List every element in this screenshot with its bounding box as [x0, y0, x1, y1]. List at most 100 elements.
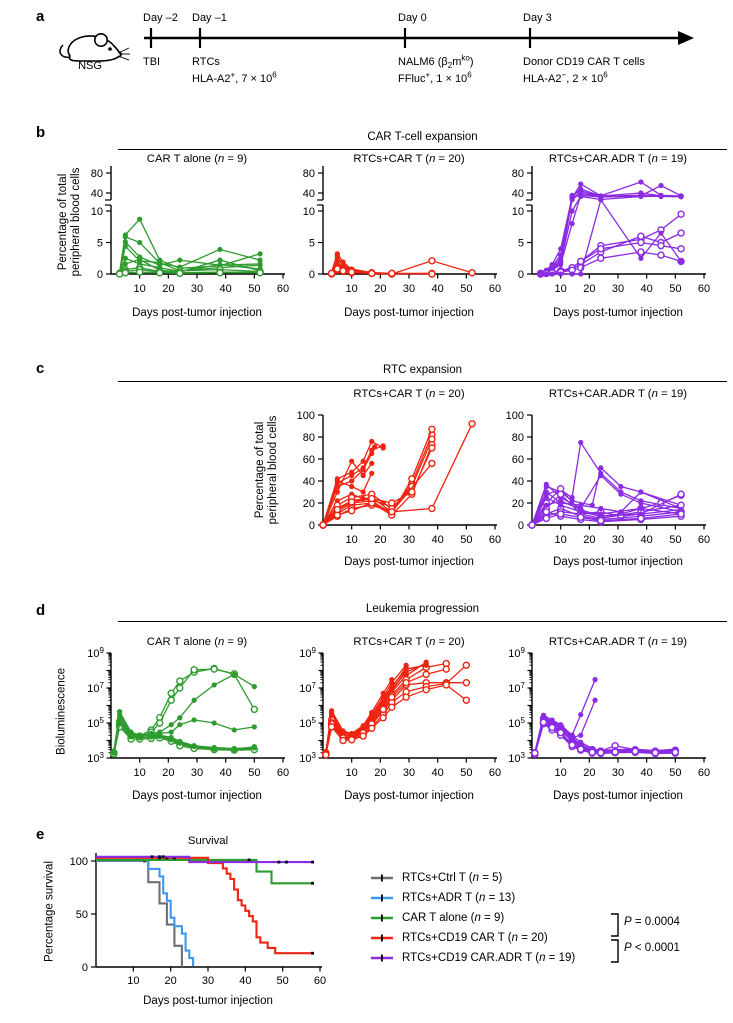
svg-text:20: 20 — [512, 498, 524, 510]
svg-text:100: 100 — [70, 856, 88, 868]
x-axis-label: Days post-tumor injection — [553, 307, 683, 319]
svg-text:80: 80 — [512, 432, 524, 444]
svg-text:50: 50 — [460, 534, 472, 546]
svg-text:0: 0 — [309, 520, 315, 532]
svg-text:40: 40 — [303, 188, 315, 200]
p-value-1: P = 0.0004 — [624, 916, 680, 928]
legend-item: RTCs+CD19 CAR.ADR T (n = 19) — [370, 948, 575, 968]
data-series — [323, 662, 429, 756]
x-axis-label: Days post-tumor injection — [344, 790, 474, 802]
panel-c-header: RTC expansion — [382, 364, 463, 376]
x-axis-label: Days post-tumor injection — [344, 307, 474, 319]
panel-label-a: a — [36, 8, 45, 25]
data-series — [538, 197, 684, 277]
axis: 10 20 30 40 50 60 0 20 40 60 80 100 — [506, 410, 710, 546]
svg-text:109: 109 — [87, 646, 104, 660]
ylabel-line1: Bioluminescence — [55, 668, 68, 755]
timeline-event-text: HLA-A2−, 2 × 106 — [523, 70, 608, 85]
svg-text:10: 10 — [127, 975, 139, 987]
svg-text:100: 100 — [297, 410, 315, 422]
legend-item: RTCs+Ctrl T (n = 5) — [370, 868, 575, 888]
svg-text:103: 103 — [508, 751, 525, 765]
panel-label-e: e — [36, 826, 45, 843]
svg-text:30: 30 — [612, 283, 624, 295]
svg-text:30: 30 — [612, 767, 624, 779]
plot-title: RTCs+CAR T (n = 20) — [353, 636, 464, 648]
bracket-icon — [611, 913, 619, 937]
bracket-icon — [611, 939, 619, 963]
axis: 10 20 30 40 50 60 40 80 0 5 10 — [512, 166, 710, 295]
svg-text:5: 5 — [309, 238, 315, 250]
svg-text:50: 50 — [277, 975, 289, 987]
axis: 10 20 30 40 50 60 103 105 107 109 — [508, 646, 710, 779]
chart-b1: 10 20 30 40 50 60 40 80 0 5 10 CAR T alone (n = 9) D… — [91, 153, 289, 319]
svg-text:30: 30 — [612, 534, 624, 546]
svg-text:10: 10 — [512, 206, 524, 218]
svg-text:60: 60 — [489, 283, 501, 295]
panel-b-header-rule — [118, 149, 727, 150]
svg-text:5: 5 — [97, 238, 103, 250]
svg-text:105: 105 — [87, 716, 104, 730]
svg-text:105: 105 — [299, 716, 316, 730]
svg-text:20: 20 — [165, 975, 177, 987]
data-series — [323, 662, 409, 755]
axis: 10 20 30 40 50 60 0 50 100 — [70, 853, 326, 987]
svg-text:0: 0 — [97, 269, 103, 281]
svg-text:50: 50 — [460, 283, 472, 295]
svg-text:80: 80 — [303, 432, 315, 444]
x-axis-label: Days post-tumor injection — [132, 307, 262, 319]
svg-text:10: 10 — [346, 767, 358, 779]
plot-title: Survival — [188, 835, 228, 847]
panel-d-header-rule — [118, 621, 727, 622]
svg-text:5: 5 — [518, 238, 524, 250]
legend-item: RTCs+CD19 CAR T (n = 20) — [370, 928, 575, 948]
legend-item: RTCs+ADR T (n = 13) — [370, 888, 575, 908]
svg-text:20: 20 — [583, 534, 595, 546]
svg-text:60: 60 — [698, 534, 710, 546]
svg-text:40: 40 — [641, 767, 653, 779]
chart-b2: 10 20 30 40 50 60 40 80 0 5 10 RTCs+CAR T (n = 20) D… — [303, 153, 501, 319]
data-series — [96, 859, 195, 967]
x-axis-label: Days post-tumor injection — [132, 790, 262, 802]
svg-text:60: 60 — [277, 283, 289, 295]
axis: 10 20 30 40 50 60 40 80 0 5 10 — [91, 166, 289, 295]
svg-text:40: 40 — [641, 534, 653, 546]
legend-label: RTCs+CD19 CAR.ADR T (n = 19) — [402, 952, 576, 964]
svg-text:60: 60 — [489, 534, 501, 546]
svg-text:10: 10 — [346, 534, 358, 546]
plot-title: CAR T alone (n = 9) — [147, 636, 248, 648]
data-series — [111, 721, 257, 756]
svg-text:20: 20 — [162, 283, 174, 295]
mouse-icon — [59, 32, 130, 62]
chart-c1: 10 20 30 40 50 60 0 20 40 60 80 100 RTCs+CAR T (n = … — [297, 388, 501, 568]
svg-text:103: 103 — [299, 751, 316, 765]
svg-text:10: 10 — [555, 767, 567, 779]
timeline-event-text: NALM6 (β2mko) — [398, 53, 474, 71]
svg-text:109: 109 — [508, 646, 525, 660]
timeline-day-label: Day –2 — [143, 12, 178, 24]
timeline-day-label: Day –1 — [192, 12, 227, 24]
svg-text:40: 40 — [239, 975, 251, 987]
x-axis-label: Days post-tumor injection — [553, 556, 683, 568]
panel-d-header: Leukemia progression — [365, 603, 480, 615]
svg-text:40: 40 — [641, 283, 653, 295]
legend-label: RTCs+CD19 CAR T (n = 20) — [402, 932, 548, 944]
svg-text:60: 60 — [314, 975, 326, 987]
plot-title: RTCs+CAR T (n = 20) — [353, 388, 464, 400]
svg-text:80: 80 — [303, 168, 315, 180]
x-axis-label: Days post-tumor injection — [553, 790, 683, 802]
data-series — [96, 856, 314, 955]
svg-text:30: 30 — [403, 534, 415, 546]
mouse-label: NSG — [78, 60, 102, 72]
ylabel-line2: peripheral blood cells — [267, 415, 279, 525]
svg-text:50: 50 — [669, 767, 681, 779]
data-series — [115, 268, 264, 278]
timeline-event-text: Donor CD19 CAR T cells — [523, 56, 645, 68]
svg-text:0: 0 — [82, 962, 88, 974]
pvalue-brackets — [611, 913, 619, 963]
svg-text:10: 10 — [346, 283, 358, 295]
legend-marker-icon — [371, 894, 393, 902]
ylabel-line1: Percentage of total — [57, 173, 69, 271]
svg-text:107: 107 — [299, 681, 316, 695]
